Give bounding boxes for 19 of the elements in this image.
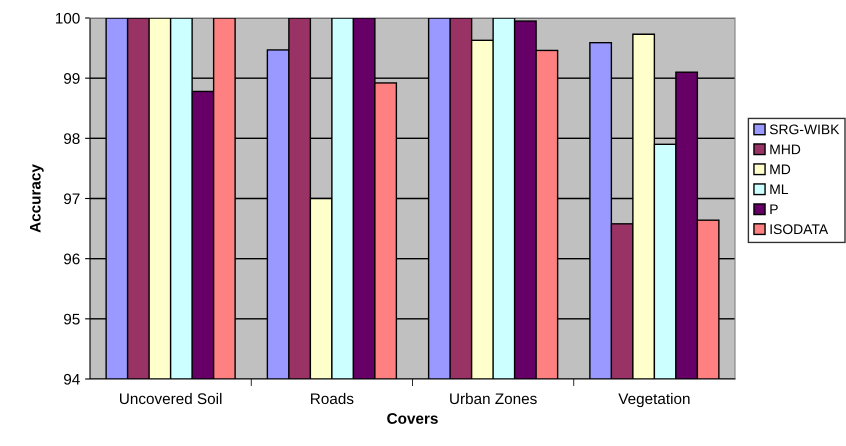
x-tick-label: Roads — [311, 392, 354, 404]
x-tick-label: Vegetation — [618, 392, 690, 408]
x-tick-label: Urban Zones — [450, 392, 537, 404]
legend-label: MD — [770, 164, 790, 174]
legend-label: P — [770, 204, 778, 214]
x-axis-title: Covers — [387, 413, 438, 424]
y-tick-label: 95 — [64, 314, 80, 325]
y-tick-label: 98 — [64, 133, 80, 144]
y-tick-label: 96 — [64, 254, 80, 264]
y-tick-label: 94 — [64, 374, 80, 385]
y-tick-label: 100 — [56, 12, 80, 24]
legend-label: ML — [770, 184, 788, 194]
legend-label: ISODATA — [770, 224, 828, 234]
y-axis-title: Accuracy — [30, 164, 44, 233]
y-tick-label: 99 — [64, 73, 80, 84]
x-tick-label: Uncovered Soil — [120, 392, 222, 404]
legend-label: SRG-WIBK — [770, 124, 840, 134]
y-tick-label: 97 — [64, 193, 80, 204]
legend-label: MHD — [770, 144, 800, 154]
